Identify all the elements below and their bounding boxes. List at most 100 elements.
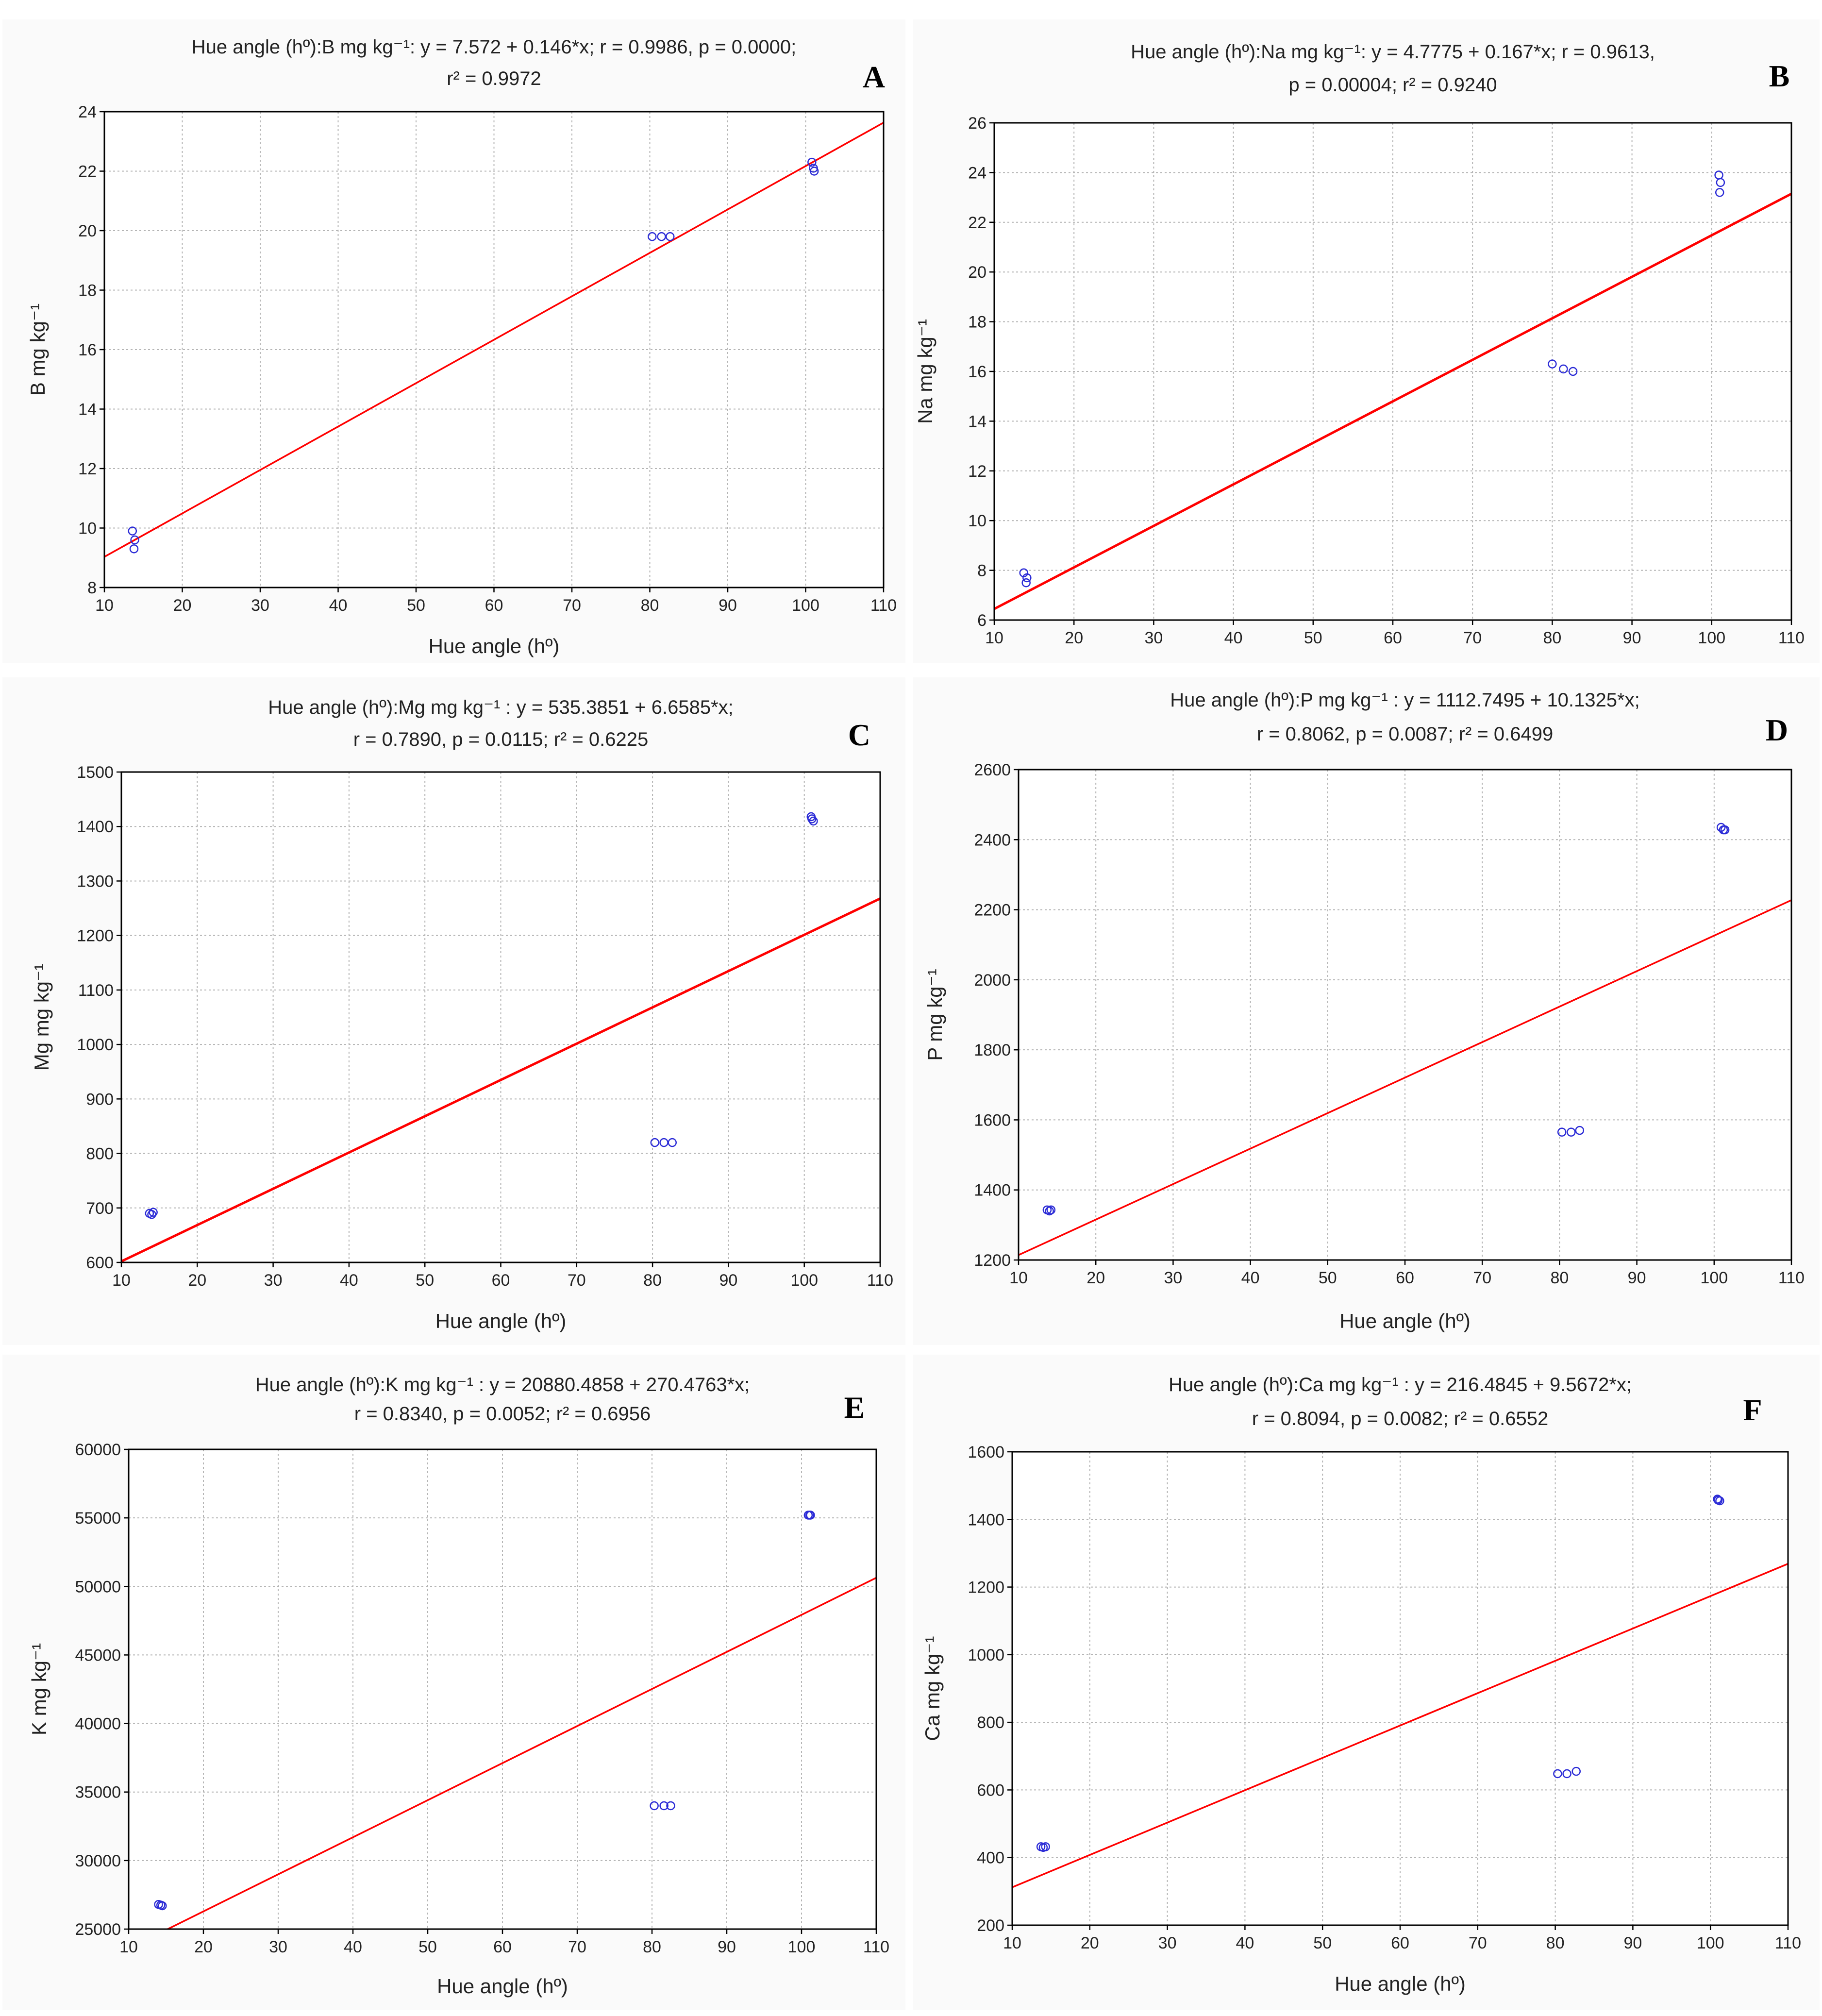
x-tick-label: 70 — [568, 1271, 586, 1290]
data-points — [1019, 170, 1725, 588]
y-tick-label: 800 — [977, 1714, 1004, 1732]
y-tick-label: 1400 — [77, 818, 114, 836]
data-point — [648, 232, 657, 241]
data-point — [1557, 1127, 1567, 1137]
x-tick-label: 20 — [188, 1271, 206, 1290]
chart-panel-d: 10 20 30 40 50 60 70 80 90 100 110 1200 1400 1600 1800… — [913, 677, 1820, 1345]
x-tick-label: 70 — [1469, 1934, 1487, 1952]
data-point — [1713, 1495, 1722, 1504]
y-tick-label: 900 — [86, 1090, 114, 1109]
y-tick-label: 2600 — [974, 761, 1011, 779]
data-point — [1559, 364, 1568, 374]
chart-title-line-2: r² = 0.9972 — [447, 68, 541, 89]
y-tick-label: 1500 — [77, 763, 114, 782]
panel-label: F — [1743, 1393, 1762, 1427]
chart-title-line-2: r = 0.8062, p = 0.0087; r² = 0.6499 — [1257, 723, 1553, 745]
x-tick-label: 50 — [1313, 1934, 1332, 1952]
data-point — [128, 526, 137, 536]
y-axis-label: Ca mg kg⁻¹ — [921, 1636, 944, 1741]
x-tick-label: 110 — [870, 596, 897, 615]
x-tick-label: 50 — [1319, 1269, 1337, 1287]
x-tick-label: 60 — [1384, 629, 1402, 647]
x-tick-label: 50 — [416, 1271, 434, 1290]
x-tick-label: 110 — [1775, 1934, 1801, 1952]
panel-label: C — [848, 718, 870, 752]
grid — [994, 123, 1791, 620]
x-tick-label: 40 — [344, 1938, 362, 1956]
x-tick-label: 90 — [1628, 1269, 1646, 1287]
x-tick-label: 10 — [1003, 1934, 1021, 1952]
regression-line — [104, 122, 884, 558]
x-tick-label: 20 — [1065, 629, 1083, 647]
x-tick-label: 100 — [792, 596, 819, 615]
y-tick-label: 25000 — [75, 1920, 121, 1939]
regression-line — [121, 897, 880, 1262]
data-point — [1046, 1205, 1056, 1215]
y-axis-label: B mg kg⁻¹ — [26, 303, 49, 396]
grid — [1019, 770, 1791, 1260]
x-tick-label: 100 — [1700, 1269, 1728, 1287]
y-tick-label: 22 — [78, 163, 97, 181]
x-axis-label: Hue angle (hº) — [437, 1975, 568, 1998]
y-tick-label: 24 — [78, 103, 97, 121]
grid — [104, 112, 884, 588]
panel-label: D — [1766, 713, 1788, 747]
x-tick-label: 40 — [329, 596, 348, 615]
x-tick-label: 80 — [1543, 629, 1561, 647]
data-point — [809, 816, 818, 826]
y-tick-label: 8 — [87, 579, 97, 597]
y-tick-label: 1200 — [77, 927, 114, 945]
data-points — [1042, 823, 1730, 1216]
y-tick-label: 1000 — [77, 1036, 114, 1054]
y-tick-label: 1000 — [968, 1646, 1004, 1664]
chart-title-line-1: Hue angle (hº):Mg mg kg⁻¹ : y = 535.3851… — [268, 697, 734, 718]
data-points — [154, 1511, 815, 1911]
panel-label: E — [844, 1390, 865, 1425]
x-tick-label: 60 — [493, 1938, 512, 1956]
y-tick-label: 2000 — [974, 971, 1011, 990]
data-point — [809, 164, 818, 173]
chart-title-line-2: r = 0.8340, p = 0.0052; r² = 0.6956 — [354, 1403, 651, 1425]
x-tick-label: 40 — [340, 1271, 358, 1290]
y-tick-label: 20 — [968, 263, 986, 282]
x-tick-label: 80 — [643, 1271, 662, 1290]
chart-title-line-1: Hue angle (hº):B mg kg⁻¹: y = 7.572 + 0.… — [192, 36, 796, 58]
x-tick-label: 80 — [1550, 1269, 1569, 1287]
chart-title-line-1: Hue angle (hº):Ca mg kg⁻¹ : y = 216.4845… — [1169, 1374, 1632, 1395]
y-tick-label: 40000 — [75, 1715, 121, 1733]
data-point — [657, 232, 666, 241]
x-tick-label: 20 — [1081, 1934, 1099, 1952]
y-tick-label: 1400 — [974, 1181, 1011, 1200]
chart-panel-b: 10 20 30 40 50 60 70 80 90 100 110 6 8 10 12 14 16 18 20 22… — [913, 19, 1820, 663]
y-tick-label: 2200 — [974, 901, 1011, 920]
grid — [1012, 1452, 1788, 1925]
y-tick-label: 12 — [78, 460, 97, 478]
y-tick-label: 30000 — [75, 1852, 121, 1870]
data-point — [1548, 359, 1557, 369]
y-tick-label: 1200 — [974, 1251, 1011, 1270]
x-tick-label: 90 — [1623, 629, 1641, 647]
x-tick-label: 10 — [112, 1271, 131, 1290]
data-point — [1716, 178, 1725, 187]
data-point — [1562, 1769, 1571, 1779]
y-tick-label: 12 — [968, 462, 986, 481]
x-tick-label: 100 — [788, 1938, 816, 1956]
data-points — [145, 812, 818, 1219]
x-tick-label: 50 — [407, 596, 425, 615]
data-point — [1022, 573, 1032, 583]
chart-panel-a: 10 20 30 40 50 60 70 80 90 100 1108101214161820222… — [2, 19, 905, 663]
y-tick-label: 600 — [977, 1781, 1004, 1799]
data-points — [1036, 1495, 1724, 1852]
chart-title-line-2: p = 0.00004; r² = 0.9240 — [1288, 74, 1497, 96]
data-point — [149, 1208, 158, 1217]
y-tick-label: 16 — [968, 363, 986, 381]
x-tick-label: 90 — [719, 1271, 737, 1290]
data-point — [1571, 1766, 1581, 1776]
x-axis-label: Hue angle (hº) — [435, 1310, 567, 1332]
y-tick-label: 26 — [968, 114, 986, 133]
data-point — [1045, 1206, 1054, 1216]
x-axis-label: Hue angle (hº) — [429, 635, 560, 657]
y-axis-label: Na mg kg⁻¹ — [914, 319, 936, 424]
y-tick-label: 2400 — [974, 831, 1011, 849]
y-tick-label: 1100 — [78, 981, 114, 1000]
